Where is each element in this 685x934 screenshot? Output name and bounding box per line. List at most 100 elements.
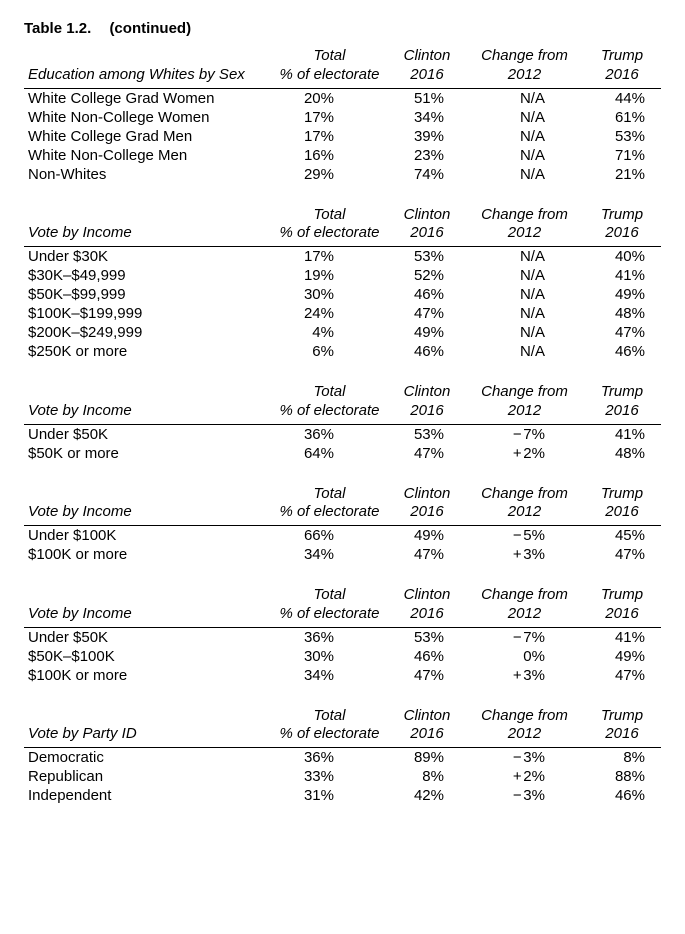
row-clinton: 53% [388, 424, 466, 444]
table-row: White College Grad Women20%51%N/A44% [24, 88, 661, 108]
row-clinton: 52% [388, 266, 466, 285]
row-trump: 61% [583, 108, 661, 127]
section-gap [24, 685, 661, 697]
row-change: −5% [466, 526, 583, 546]
row-change: N/A [466, 342, 583, 361]
row-label: $50K–$99,999 [24, 285, 271, 304]
row-label: $250K or more [24, 342, 271, 361]
row-clinton: 47% [388, 444, 466, 463]
col-header-change: Change from2012 [466, 196, 583, 247]
row-label: $100K–$199,999 [24, 304, 271, 323]
table-row: $50K–$100K30%46%0%49% [24, 647, 661, 666]
row-total: 64% [271, 444, 388, 463]
section-gap [24, 463, 661, 475]
row-clinton: 47% [388, 304, 466, 323]
row-change: N/A [466, 127, 583, 146]
row-trump: 88% [583, 767, 661, 786]
row-total: 17% [271, 247, 388, 267]
row-change: +3% [466, 545, 583, 564]
table-row: Independent31%42%−3%46% [24, 786, 661, 805]
row-clinton: 74% [388, 165, 466, 184]
row-label: Under $50K [24, 424, 271, 444]
row-total: 36% [271, 627, 388, 647]
row-clinton: 46% [388, 342, 466, 361]
row-label: Non-Whites [24, 165, 271, 184]
section-title: Vote by Party ID [24, 697, 271, 748]
section-header: Vote by Party IDTotal% of electorateClin… [24, 697, 661, 748]
col-header-trump: Trump2016 [583, 475, 661, 526]
row-trump: 46% [583, 342, 661, 361]
row-trump: 53% [583, 127, 661, 146]
table-row: Democratic36%89%−3%8% [24, 748, 661, 768]
row-total: 36% [271, 424, 388, 444]
row-total: 66% [271, 526, 388, 546]
row-total: 36% [271, 748, 388, 768]
row-change: −7% [466, 424, 583, 444]
row-clinton: 53% [388, 627, 466, 647]
section-header: Education among Whites by SexTotal% of e… [24, 43, 661, 88]
table-row: $250K or more6%46%N/A46% [24, 342, 661, 361]
table-row: $100K or more34%47%+3%47% [24, 545, 661, 564]
row-trump: 41% [583, 266, 661, 285]
row-label: $100K or more [24, 666, 271, 685]
row-change: +2% [466, 767, 583, 786]
table-row: Under $50K36%53%−7%41% [24, 424, 661, 444]
table-row: $50K or more64%47%+2%48% [24, 444, 661, 463]
section-gap [24, 361, 661, 373]
row-label: Under $30K [24, 247, 271, 267]
row-change: N/A [466, 88, 583, 108]
col-header-change: Change from2012 [466, 475, 583, 526]
row-total: 34% [271, 666, 388, 685]
row-trump: 40% [583, 247, 661, 267]
row-change: +3% [466, 666, 583, 685]
row-clinton: 53% [388, 247, 466, 267]
section-title: Vote by Income [24, 475, 271, 526]
row-label: Independent [24, 786, 271, 805]
row-label: $50K or more [24, 444, 271, 463]
row-label: White Non-College Women [24, 108, 271, 127]
section-header: Vote by IncomeTotal% of electorateClinto… [24, 373, 661, 424]
col-header-trump: Trump2016 [583, 43, 661, 88]
col-header-trump: Trump2016 [583, 697, 661, 748]
row-change: N/A [466, 108, 583, 127]
row-total: 24% [271, 304, 388, 323]
row-trump: 41% [583, 424, 661, 444]
table-row: $200K–$249,9994%49%N/A47% [24, 323, 661, 342]
col-header-total: Total% of electorate [271, 373, 388, 424]
row-total: 19% [271, 266, 388, 285]
section-header: Vote by IncomeTotal% of electorateClinto… [24, 196, 661, 247]
col-header-trump: Trump2016 [583, 373, 661, 424]
row-change: N/A [466, 165, 583, 184]
row-label: Republican [24, 767, 271, 786]
row-clinton: 47% [388, 545, 466, 564]
row-trump: 48% [583, 444, 661, 463]
section-header: Vote by IncomeTotal% of electorateClinto… [24, 576, 661, 627]
row-total: 31% [271, 786, 388, 805]
row-label: $200K–$249,999 [24, 323, 271, 342]
row-label: $100K or more [24, 545, 271, 564]
col-header-trump: Trump2016 [583, 576, 661, 627]
col-header-change: Change from2012 [466, 43, 583, 88]
table-number: Table 1.2. [24, 20, 91, 37]
row-trump: 47% [583, 545, 661, 564]
table-row: Republican33%8%+2%88% [24, 767, 661, 786]
row-change: N/A [466, 285, 583, 304]
row-change: N/A [466, 146, 583, 165]
section-title: Vote by Income [24, 196, 271, 247]
row-total: 6% [271, 342, 388, 361]
row-label: $30K–$49,999 [24, 266, 271, 285]
row-change: 0% [466, 647, 583, 666]
section-gap [24, 184, 661, 196]
col-header-total: Total% of electorate [271, 576, 388, 627]
col-header-clinton: Clinton2016 [388, 43, 466, 88]
row-trump: 47% [583, 323, 661, 342]
row-trump: 8% [583, 748, 661, 768]
section-gap [24, 564, 661, 576]
row-change: −7% [466, 627, 583, 647]
table-continued: (continued) [109, 20, 191, 37]
row-clinton: 34% [388, 108, 466, 127]
row-label: Democratic [24, 748, 271, 768]
row-change: N/A [466, 304, 583, 323]
section-title: Vote by Income [24, 373, 271, 424]
row-total: 17% [271, 127, 388, 146]
